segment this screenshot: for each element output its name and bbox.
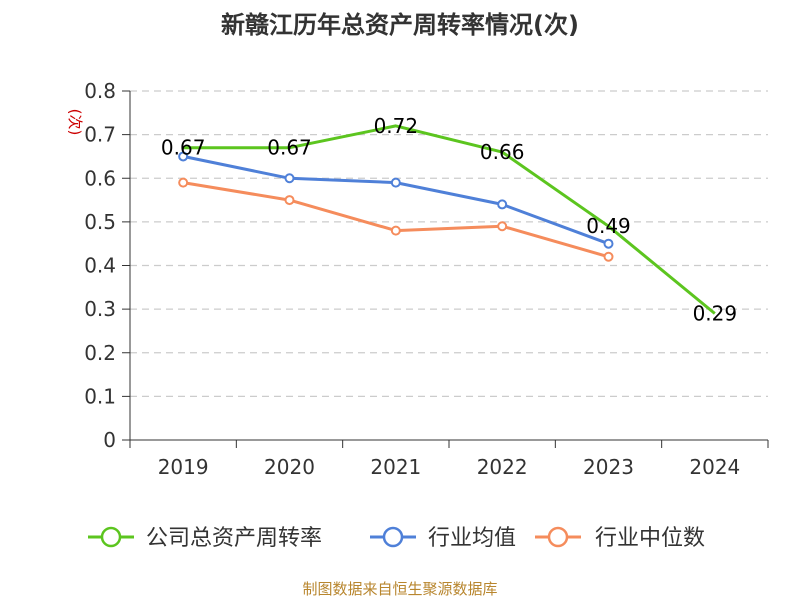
x-tick-label: 2019 bbox=[158, 455, 209, 479]
data-label: 0.67 bbox=[267, 136, 312, 160]
axes: 0 0.1 0.2 0.3 0.4 0.5 0.6 0.7 0.8 2019 2020 2021 202… bbox=[84, 79, 769, 479]
y-tick-label: 0.1 bbox=[84, 384, 116, 408]
data-point bbox=[178, 151, 189, 162]
data-point bbox=[284, 195, 295, 206]
legend-label: 行业均值 bbox=[428, 526, 516, 551]
y-tick-label: 0.4 bbox=[84, 254, 116, 278]
legend: 公司总资产周转率 行业均值 行业中位数 bbox=[88, 526, 705, 551]
legend-swatch-marker bbox=[100, 526, 122, 548]
data-label: 0.72 bbox=[374, 114, 419, 138]
data-point bbox=[497, 221, 508, 232]
data-point bbox=[390, 177, 401, 188]
grid bbox=[130, 90, 768, 398]
y-tick-label: 0.7 bbox=[84, 123, 116, 147]
legend-label: 公司总资产周转率 bbox=[146, 526, 322, 551]
source-note: 制图数据来自恒生聚源数据库 bbox=[302, 580, 497, 598]
legend-swatch-marker bbox=[382, 526, 404, 548]
x-tick-label: 2024 bbox=[689, 455, 740, 479]
data-point bbox=[390, 225, 401, 236]
y-tick-label: 0.3 bbox=[84, 297, 116, 321]
legend-swatch-marker bbox=[547, 526, 569, 548]
x-tick-label: 2021 bbox=[370, 455, 421, 479]
data-label: 0.67 bbox=[161, 136, 206, 160]
y-tick-label: 0.5 bbox=[84, 210, 116, 234]
y-tick-label: 0.6 bbox=[84, 166, 116, 190]
data-point bbox=[603, 238, 614, 249]
data-labels: 0.67 0.67 0.72 0.66 0.49 0.29 bbox=[161, 114, 737, 326]
y-tick-label: 0.8 bbox=[84, 79, 116, 103]
y-tick-label: 0 bbox=[103, 428, 116, 452]
data-point bbox=[284, 173, 295, 184]
x-tick-label: 2023 bbox=[583, 455, 634, 479]
x-tick-label: 2022 bbox=[477, 455, 528, 479]
series-layer bbox=[178, 124, 716, 315]
x-tick-label: 2020 bbox=[264, 455, 315, 479]
data-point bbox=[603, 251, 614, 262]
legend-label: 行业中位数 bbox=[595, 526, 705, 551]
y-axis-unit: (次) bbox=[66, 109, 84, 136]
y-tick-label: 0.2 bbox=[84, 341, 116, 365]
data-label: 0.49 bbox=[586, 214, 631, 238]
data-label: 0.66 bbox=[480, 140, 525, 164]
data-point bbox=[497, 199, 508, 210]
data-label: 0.29 bbox=[693, 301, 738, 325]
series-line bbox=[183, 124, 716, 315]
chart-title: 新赣江历年总资产周转率情况(次) bbox=[221, 11, 579, 39]
data-point bbox=[178, 177, 189, 188]
